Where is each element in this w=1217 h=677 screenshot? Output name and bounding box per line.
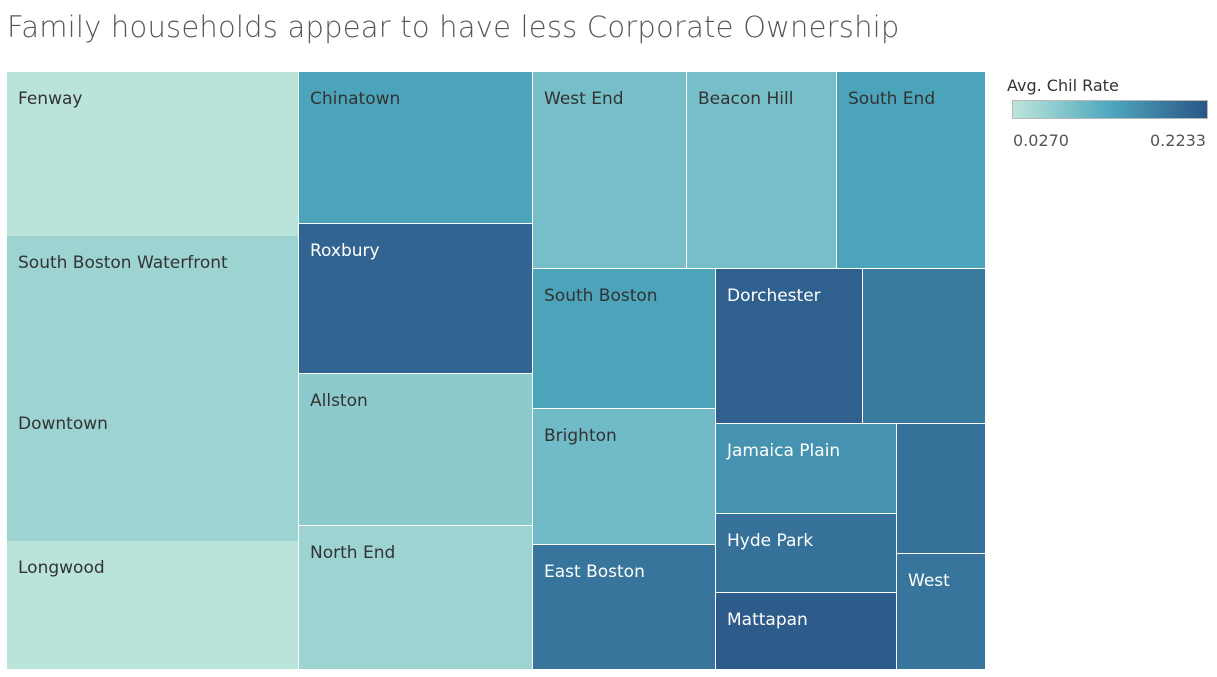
treemap-tile[interactable]: Longwood <box>7 541 298 669</box>
treemap-tile[interactable]: Fenway <box>7 72 298 236</box>
treemap-tile[interactable]: Brighton <box>533 409 715 544</box>
legend-max-label: 0.2233 <box>1150 131 1206 150</box>
treemap-tile-label: Beacon Hill <box>698 89 793 109</box>
treemap-tile-label: Jamaica Plain <box>726 441 840 461</box>
treemap-tile[interactable]: Beacon Hill <box>687 72 836 268</box>
treemap-tile-rect <box>687 72 836 268</box>
treemap-tile-rect <box>299 374 532 525</box>
treemap-tile-label: Fenway <box>18 89 82 109</box>
treemap-tile-rect <box>7 236 298 397</box>
chart-title: Family households appear to have less Co… <box>7 10 900 44</box>
treemap-tile-rect <box>533 409 715 544</box>
legend-title: Avg. Chil Rate <box>1007 76 1119 95</box>
treemap-tile-rect <box>299 526 532 669</box>
treemap-tile-rect <box>299 224 532 373</box>
treemap-tile[interactable]: North End <box>299 526 532 669</box>
treemap-tile-label: East Boston <box>544 562 645 582</box>
treemap-tile-rect <box>533 269 715 408</box>
treemap-tile[interactable]: Downtown <box>7 397 298 541</box>
treemap-tile[interactable]: Allston <box>299 374 532 525</box>
treemap-tile-label: Downtown <box>18 414 108 434</box>
treemap-tile-rect <box>716 424 896 513</box>
treemap-tile-rect <box>533 72 686 268</box>
treemap-tile[interactable]: East Boston <box>533 545 715 669</box>
legend-color-ramp <box>1012 100 1208 119</box>
treemap-tile[interactable] <box>897 424 985 553</box>
treemap-tile-rect <box>863 269 985 423</box>
treemap-tile[interactable]: Dorchester <box>716 269 862 423</box>
treemap-tile-rect <box>7 72 298 236</box>
treemap-tile-rect <box>837 72 985 268</box>
treemap-tile-label: South Boston <box>544 286 658 306</box>
treemap-tile-rect <box>716 269 862 423</box>
treemap-tile[interactable]: Roxbury <box>299 224 532 373</box>
treemap-tile-label: Hyde Park <box>727 531 813 551</box>
treemap-tile-label: West <box>908 571 950 591</box>
treemap-tile-rect <box>897 554 985 669</box>
treemap-tile[interactable]: Jamaica Plain <box>716 424 896 513</box>
treemap-tile-label: Mattapan <box>727 610 808 630</box>
treemap-tile-label: Brighton <box>544 426 617 446</box>
treemap-tile-rect <box>7 397 298 541</box>
treemap-tile-label: Chinatown <box>310 89 400 109</box>
treemap-tile[interactable]: Hyde Park <box>716 514 896 592</box>
treemap-tile[interactable] <box>863 269 985 423</box>
treemap-tile[interactable]: Mattapan <box>716 593 896 669</box>
treemap-tile-rect <box>299 72 532 223</box>
treemap-tile-rect <box>716 593 896 669</box>
treemap-tile-label: Allston <box>310 391 368 411</box>
treemap-tile[interactable]: West <box>897 554 985 669</box>
treemap-tile-label: South End <box>848 89 935 109</box>
treemap-tile-label: Dorchester <box>727 286 821 306</box>
treemap-tile[interactable]: Chinatown <box>299 72 532 223</box>
treemap-tile-label: South Boston Waterfront <box>18 253 228 273</box>
treemap-tile[interactable]: South Boston <box>533 269 715 408</box>
treemap-tile-rect <box>533 545 715 669</box>
treemap-tile[interactable]: West End <box>533 72 686 268</box>
treemap-tile-label: West End <box>544 89 624 109</box>
treemap-tile-rect <box>897 424 985 553</box>
treemap-tile-label: Roxbury <box>310 241 380 261</box>
treemap-tile-rect <box>7 541 298 669</box>
treemap-tile-label: North End <box>310 543 395 563</box>
legend-min-label: 0.0270 <box>1013 131 1069 150</box>
treemap-tile[interactable]: South End <box>837 72 985 268</box>
treemap-tile[interactable]: South Boston Waterfront <box>7 236 298 397</box>
treemap-tile-label: Longwood <box>18 558 105 578</box>
treemap-tile-rect <box>716 514 896 592</box>
